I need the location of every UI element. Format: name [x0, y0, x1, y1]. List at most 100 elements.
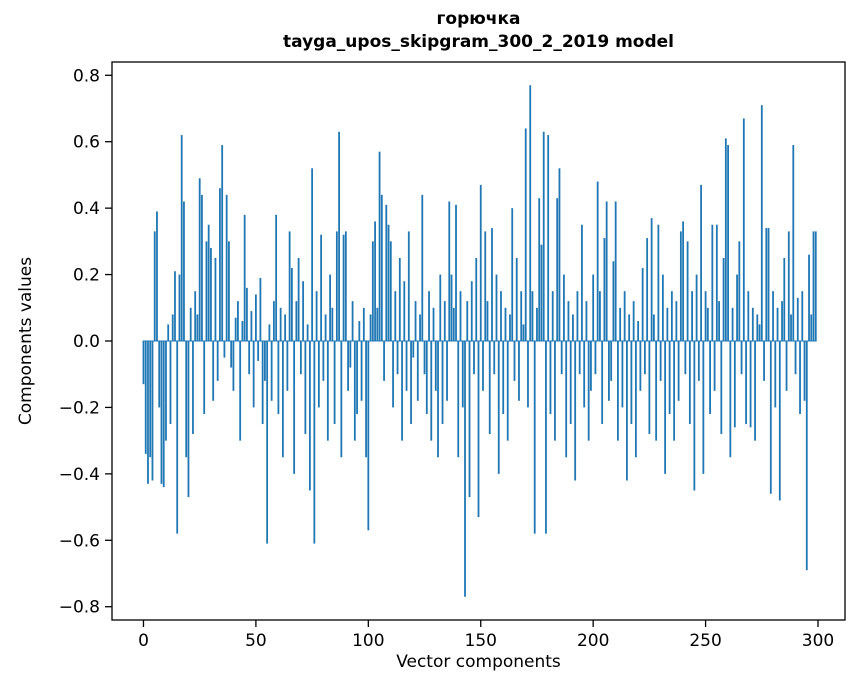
x-tick-label: 200 [577, 631, 609, 651]
bar [160, 341, 163, 484]
bar [201, 194, 203, 341]
bar [299, 341, 302, 375]
bar [747, 291, 750, 341]
bar [468, 341, 471, 498]
bar [324, 314, 327, 341]
bar [700, 184, 702, 341]
bar [295, 301, 298, 341]
bar [581, 224, 583, 341]
bar [527, 341, 529, 408]
bar [617, 341, 619, 441]
bar [677, 341, 680, 401]
bar [362, 307, 365, 341]
bar [344, 231, 347, 341]
bar [742, 118, 745, 342]
bar [158, 341, 161, 408]
bar [536, 307, 538, 341]
bar [149, 341, 152, 458]
bar [434, 341, 437, 391]
bar [308, 341, 311, 491]
bar [776, 307, 779, 341]
bar [646, 238, 649, 341]
bar [787, 231, 790, 341]
bar [306, 324, 309, 341]
bar [722, 257, 725, 341]
bar [455, 204, 457, 341]
bar [522, 324, 525, 341]
bar [333, 341, 336, 425]
bar [697, 341, 700, 381]
bar [639, 341, 642, 391]
bar [740, 341, 743, 375]
bar [619, 307, 622, 341]
bar [643, 341, 646, 375]
bar [736, 274, 738, 341]
bar [659, 341, 662, 381]
bar [664, 341, 667, 474]
x-tick-label: 250 [689, 631, 721, 651]
bar [457, 341, 460, 458]
bar [461, 341, 464, 408]
bar [255, 294, 257, 341]
bar [733, 341, 736, 428]
bar [293, 341, 296, 474]
bar [749, 341, 752, 428]
bar [387, 224, 390, 341]
bar [812, 231, 815, 341]
bar [691, 291, 693, 341]
bar [572, 314, 574, 341]
bar [374, 221, 376, 341]
bar [250, 311, 253, 341]
bar [702, 341, 705, 474]
bar [216, 341, 219, 381]
bar [313, 341, 316, 544]
bar [731, 307, 734, 341]
bar [428, 291, 430, 341]
bar [506, 341, 509, 441]
bar [317, 341, 320, 408]
bar [288, 231, 291, 341]
x-tick-label: 300 [802, 631, 834, 651]
y-tick-label: 0.8 [73, 66, 100, 86]
bar [612, 261, 615, 341]
bar [448, 201, 451, 341]
bar [799, 341, 801, 415]
bar [425, 341, 428, 415]
bar [473, 341, 475, 375]
bar [504, 307, 507, 341]
bar [774, 341, 777, 408]
bar [389, 241, 392, 341]
bar [470, 281, 473, 341]
bar [668, 341, 671, 415]
bar [171, 314, 174, 341]
bar [682, 221, 685, 341]
bar [322, 341, 325, 381]
bar [464, 341, 466, 597]
bar [338, 131, 340, 341]
bar [320, 234, 323, 341]
bar [180, 135, 183, 341]
bar [383, 341, 385, 381]
bar [302, 281, 305, 341]
bar [783, 257, 786, 341]
bar [765, 228, 768, 341]
bar [666, 307, 669, 341]
bar [713, 341, 716, 391]
bar [246, 287, 248, 341]
bar [297, 257, 300, 341]
bar [365, 341, 367, 458]
bar [533, 341, 536, 534]
bar [488, 341, 491, 434]
bar [511, 208, 514, 341]
bar [805, 341, 808, 571]
bar [340, 341, 343, 458]
bar [421, 194, 424, 341]
bar [165, 341, 167, 441]
bar [592, 274, 595, 341]
bar [545, 341, 547, 534]
bar [304, 341, 307, 434]
bar [252, 341, 255, 408]
bar [803, 341, 806, 401]
bar [430, 341, 433, 441]
